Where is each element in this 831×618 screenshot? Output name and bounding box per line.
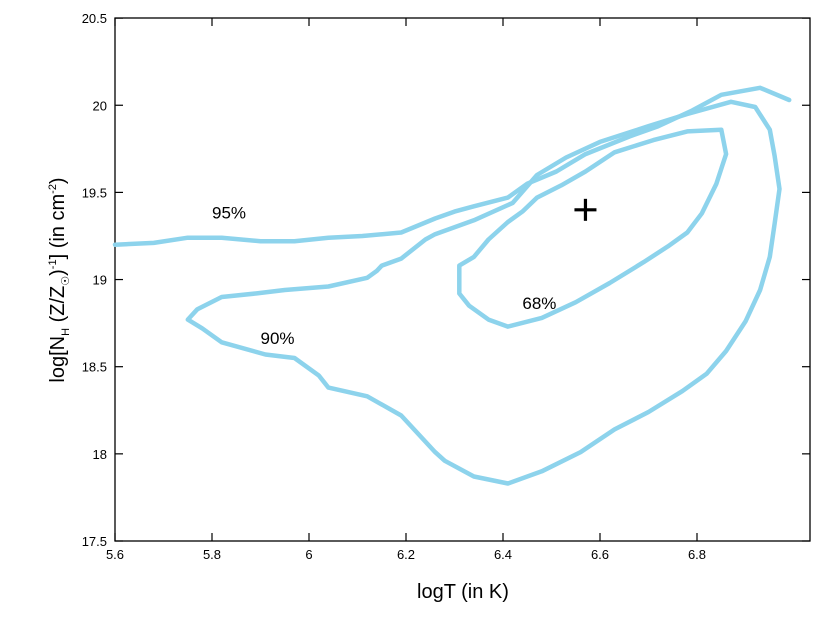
contour-68 — [457, 127, 729, 329]
contour-label-95: 95% — [212, 204, 246, 223]
best-fit-marker — [574, 198, 597, 221]
y-title-sub-sun: ☉ — [60, 276, 72, 286]
y-tick-label: 19.5 — [82, 185, 107, 200]
y-tick-label: 19 — [93, 273, 107, 288]
x-tick-label: 6.4 — [494, 547, 512, 562]
x-tick-label: 6.6 — [591, 547, 609, 562]
y-title-sup-neg2: -2 — [47, 184, 59, 194]
contour-labels: 68% 90% 95% — [212, 204, 556, 348]
y-title-close: ) — [47, 269, 69, 276]
y-title-mid: (Z/Z — [47, 286, 69, 328]
y-title-sub-h: H — [60, 328, 72, 336]
y-tick-label: 18.5 — [82, 360, 107, 375]
contour-label-90: 90% — [261, 329, 295, 348]
x-tick-label: 5.6 — [106, 547, 124, 562]
y-tick-label: 17.5 — [82, 534, 107, 549]
axis-ticks: 5.6 5.8 6 6.2 6.4 6.6 6.8 17.5 18 18.5 19 19.5 20 20.… — [82, 11, 810, 562]
y-title-base: log[N — [47, 336, 69, 383]
contour-label-68: 68% — [522, 294, 556, 313]
y-title-sup-neg1: -1 — [47, 259, 59, 269]
y-tick-label: 20.5 — [82, 11, 107, 26]
y-axis-title: log[NH (Z/Z☉)-1] (in cm-2) — [47, 177, 72, 382]
contour-lines — [112, 85, 792, 486]
x-axis-title: logT (in K) — [417, 581, 509, 603]
contour-95 — [112, 85, 792, 247]
x-tick-label: 6.8 — [688, 547, 706, 562]
y-title-end: ) — [47, 177, 69, 184]
plot-frame — [114, 17, 811, 542]
x-tick-label: 5.8 — [203, 547, 221, 562]
x-tick-label: 6 — [305, 547, 312, 562]
y-tick-label: 18 — [93, 447, 107, 462]
y-tick-label: 20 — [93, 98, 107, 113]
contour-90 — [185, 99, 782, 486]
x-tick-label: 6.2 — [397, 547, 415, 562]
y-title-mid2: ] (in cm — [47, 194, 69, 260]
